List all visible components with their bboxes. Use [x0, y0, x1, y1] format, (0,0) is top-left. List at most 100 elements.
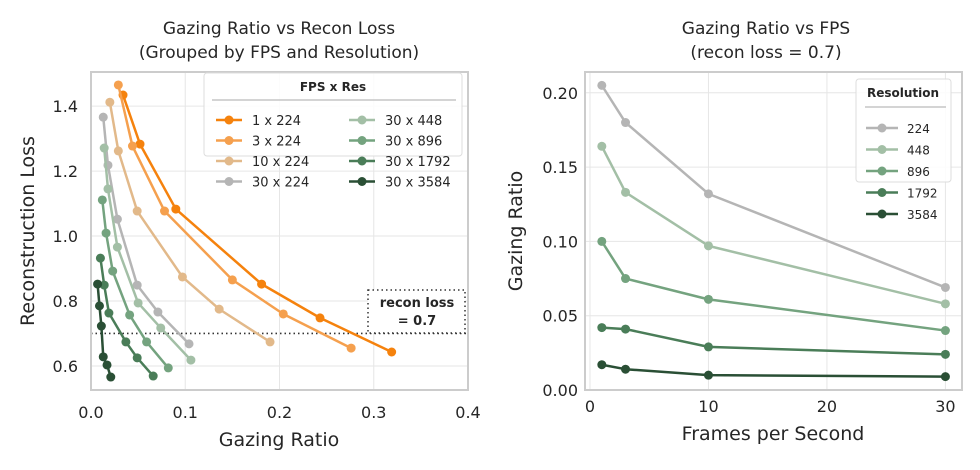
- chart-title-line-1: Gazing Ratio vs Recon Loss: [163, 19, 395, 39]
- series-line: [117, 84, 352, 350]
- data-point: [132, 280, 142, 290]
- series-line: [600, 240, 946, 332]
- x-axis-label: Frames per Second: [682, 423, 865, 445]
- data-point: [703, 342, 713, 352]
- data-point: [99, 280, 109, 290]
- series-448: [597, 141, 950, 309]
- x-tick-label: 0.4: [455, 403, 480, 422]
- x-tick-label: 0.3: [361, 403, 386, 422]
- legend-swatch-marker: [877, 145, 887, 154]
- annotation-box: recon loss = 0.7: [367, 289, 466, 334]
- data-point: [96, 321, 106, 331]
- data-point: [387, 347, 397, 357]
- series-10-x-224: [105, 97, 275, 347]
- legend-item-896: 896: [866, 165, 930, 179]
- chart-gazing-vs-fps: Gazing Ratio vs FPS (recon loss = 0.7) 0…: [505, 19, 963, 445]
- data-point: [106, 372, 116, 382]
- y-axis-label: Reconstruction Loss: [17, 136, 39, 326]
- data-point: [133, 298, 143, 308]
- legend-swatch-marker: [877, 188, 887, 197]
- legend: FPS x Res 1 x 224 3 x 224 10 x 224 30 x 224…: [203, 72, 463, 191]
- x-tick-label: 20: [817, 397, 837, 416]
- data-point: [94, 301, 104, 311]
- legend-label: 30 x 896: [385, 135, 442, 150]
- legend-swatch-marker: [877, 123, 887, 133]
- data-point: [177, 272, 187, 282]
- legend-item-30-x-448: 30 x 448: [349, 114, 442, 129]
- y-tick-label: 0.6: [53, 357, 78, 376]
- x-tick-label: 0.0: [78, 403, 103, 422]
- legend-label: 448: [907, 144, 930, 158]
- series-30-x-896: [97, 195, 173, 373]
- series-3-x-224: [113, 80, 356, 353]
- x-tick-label: 0.2: [267, 403, 292, 422]
- x-tick-label: 10: [698, 397, 718, 416]
- y-tick-label: 0.05: [542, 307, 578, 326]
- series-line: [600, 84, 946, 289]
- legend-title: FPS x Res: [300, 80, 366, 94]
- series-line: [102, 117, 190, 345]
- series-1792: [597, 323, 950, 359]
- data-point: [156, 323, 166, 333]
- y-ticks: 0.00 0.05 0.10 0.15 0.20: [542, 84, 578, 400]
- x-tick-label: 0: [585, 397, 595, 416]
- data-point: [99, 143, 109, 153]
- legend-item-448: 448: [866, 144, 930, 158]
- data-point: [940, 282, 950, 292]
- data-point: [105, 97, 115, 107]
- data-point: [153, 307, 163, 317]
- legend-item-3584: 3584: [866, 208, 938, 222]
- data-point: [98, 352, 108, 362]
- chart-recon-loss: Gazing Ratio vs Recon Loss (Grouped by F…: [17, 19, 481, 451]
- data-point: [142, 337, 152, 347]
- x-tick-label: 0.1: [173, 403, 198, 422]
- data-point: [132, 353, 142, 363]
- series-line: [601, 326, 946, 356]
- series-line: [108, 101, 271, 343]
- data-point: [265, 337, 275, 347]
- legend-swatch-marker: [224, 115, 234, 125]
- legend-item-30-x-1792: 30 x 1792: [349, 155, 451, 170]
- legend-label: 896: [907, 165, 930, 179]
- series-30-x-3584: [93, 279, 116, 382]
- y-tick-label: 0.10: [542, 232, 578, 251]
- chart-title-line-2: (Grouped by FPS and Resolution): [139, 43, 419, 63]
- legend-label: 224: [907, 122, 930, 136]
- data-point: [597, 80, 607, 90]
- data-point: [621, 364, 631, 374]
- legend-label: 1 x 224: [252, 114, 301, 129]
- legend-label: 10 x 224: [252, 155, 309, 170]
- chart-title-line-2: (recon loss = 0.7): [690, 43, 841, 63]
- data-point: [703, 189, 713, 199]
- series-1-x-224: [118, 90, 397, 357]
- x-ticks: 0 10 20 30: [585, 397, 956, 416]
- annotation-line-2: = 0.7: [398, 314, 436, 329]
- series-30-x-1792: [95, 253, 158, 381]
- data-point: [113, 80, 123, 90]
- data-point: [940, 372, 950, 382]
- data-point: [171, 204, 181, 214]
- series-line: [101, 199, 170, 369]
- y-tick-label: 0.15: [542, 158, 578, 177]
- data-point: [940, 299, 950, 309]
- data-point: [132, 206, 142, 216]
- legend-label: 30 x 1792: [385, 155, 451, 170]
- data-point: [597, 141, 607, 151]
- x-ticks: 0.0 0.1 0.2 0.3 0.4: [78, 403, 480, 422]
- data-point: [104, 308, 114, 318]
- data-point: [940, 326, 950, 336]
- series-224: [597, 80, 950, 292]
- y-tick-label: 1.0: [53, 227, 78, 246]
- data-point: [184, 339, 194, 349]
- legend-item-30-x-896: 30 x 896: [349, 135, 442, 150]
- series-line: [601, 363, 946, 378]
- series-3584: [597, 360, 950, 382]
- legend-swatch-marker: [357, 156, 367, 166]
- series-line: [102, 147, 192, 361]
- y-tick-label: 0.00: [542, 381, 578, 400]
- series-group: [93, 80, 397, 382]
- legend-item-1-x-224: 1 x 224: [216, 114, 301, 129]
- series-line: [121, 94, 393, 354]
- y-tick-label: 1.2: [53, 162, 78, 181]
